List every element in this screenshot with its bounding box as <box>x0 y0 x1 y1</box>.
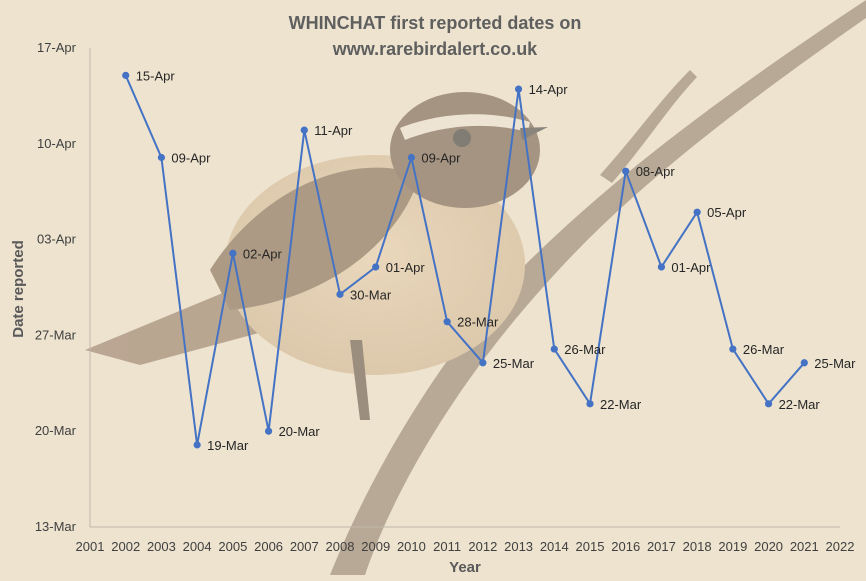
bird-beak-shape <box>520 127 548 140</box>
plot-area: 13-Mar 20-Mar 27-Mar 03-Apr 10-Apr 17-Apr 2001… <box>35 40 856 554</box>
y-tick-label: 20-Mar <box>35 423 77 438</box>
x-tick-label: 2018 <box>683 539 712 554</box>
data-point <box>407 153 416 162</box>
data-point <box>229 249 237 257</box>
chart-title: WHINCHAT first reported dates on www.rar… <box>289 13 582 59</box>
data-label: 08-Apr <box>636 164 676 179</box>
data-label: 14-Apr <box>529 82 569 97</box>
x-tick-label: 2004 <box>183 539 212 554</box>
data-label: 09-Apr <box>421 150 461 165</box>
x-tick-label: 2022 <box>826 539 855 554</box>
data-label: 19-Mar <box>207 438 249 453</box>
data-point <box>693 208 701 216</box>
data-label: 22-Mar <box>600 397 642 412</box>
x-tick-label: 2014 <box>540 539 569 554</box>
branch-twig-shape <box>600 70 697 183</box>
data-point <box>479 359 487 367</box>
y-tick-label: 27-Mar <box>35 327 77 342</box>
x-tick-label: 2012 <box>468 539 497 554</box>
x-tick-label: 2010 <box>397 539 426 554</box>
x-tick-label: 2001 <box>76 539 105 554</box>
data-label: 01-Apr <box>386 260 426 275</box>
bird-head-shape <box>390 92 540 208</box>
data-label: 09-Apr <box>171 150 211 165</box>
y-tick-label: 13-Mar <box>35 519 77 534</box>
x-axis-title: Year <box>449 559 481 576</box>
y-axis-title: Date reported <box>10 240 27 338</box>
x-tick-label: 2002 <box>111 539 140 554</box>
bird-wing-shape <box>210 167 420 310</box>
data-label: 02-Apr <box>243 246 283 261</box>
x-tick-label: 2006 <box>254 539 283 554</box>
x-tick-label: 2015 <box>576 539 605 554</box>
y-tick-label: 17-Apr <box>37 40 77 55</box>
x-tick-label: 2017 <box>647 539 676 554</box>
data-point <box>264 427 273 435</box>
x-tick-label: 2013 <box>504 539 533 554</box>
background-bird-image <box>85 0 866 575</box>
data-label: 26-Mar <box>743 342 785 357</box>
x-tick-label: 2019 <box>718 539 747 554</box>
x-tick-label: 2008 <box>326 539 355 554</box>
x-tick-label: 2007 <box>290 539 319 554</box>
data-point <box>514 85 523 93</box>
data-label: 20-Mar <box>279 424 321 439</box>
data-label: 05-Apr <box>707 205 747 220</box>
data-point <box>443 318 451 326</box>
x-tick-label: 2009 <box>361 539 390 554</box>
data-label: 25-Mar <box>493 356 535 371</box>
data-point <box>622 167 630 175</box>
data-point <box>657 263 666 271</box>
y-tick-label: 03-Apr <box>37 232 77 247</box>
data-point <box>764 400 773 408</box>
data-label: 01-Apr <box>671 260 711 275</box>
bird-tail-shape <box>85 290 270 365</box>
data-point <box>550 345 558 353</box>
data-point <box>586 400 594 408</box>
data-point <box>122 71 130 79</box>
x-tick-label: 2021 <box>790 539 819 554</box>
data-point <box>193 441 201 449</box>
x-tick-label: 2003 <box>147 539 176 554</box>
x-tick-label: 2016 <box>611 539 640 554</box>
data-label: 22-Mar <box>779 397 821 412</box>
data-point <box>372 263 380 271</box>
x-tick-label: 2005 <box>218 539 247 554</box>
chart-title-line1: WHINCHAT first reported dates on <box>289 13 582 33</box>
data-point <box>336 290 344 298</box>
y-tick-label: 10-Apr <box>37 136 77 151</box>
chart-title-line2: www.rarebirdalert.co.uk <box>332 39 538 59</box>
bird-leg-shape <box>350 340 370 420</box>
data-label: 15-Apr <box>136 68 176 83</box>
data-label: 26-Mar <box>564 342 606 357</box>
x-tick-label: 2020 <box>754 539 783 554</box>
data-label: 25-Mar <box>814 356 856 371</box>
x-tick-label: 2011 <box>433 539 461 554</box>
branch-shape <box>330 0 866 575</box>
bird-eye-shape <box>453 129 471 147</box>
data-label: 28-Mar <box>457 315 499 330</box>
data-point <box>729 345 737 353</box>
data-point <box>300 126 308 134</box>
data-point <box>800 359 808 367</box>
bird-eyestripe-shape <box>400 114 530 140</box>
data-point <box>157 153 166 162</box>
series-line <box>124 75 806 446</box>
data-label: 30-Mar <box>350 287 392 302</box>
data-label: 11-Apr <box>314 123 353 138</box>
